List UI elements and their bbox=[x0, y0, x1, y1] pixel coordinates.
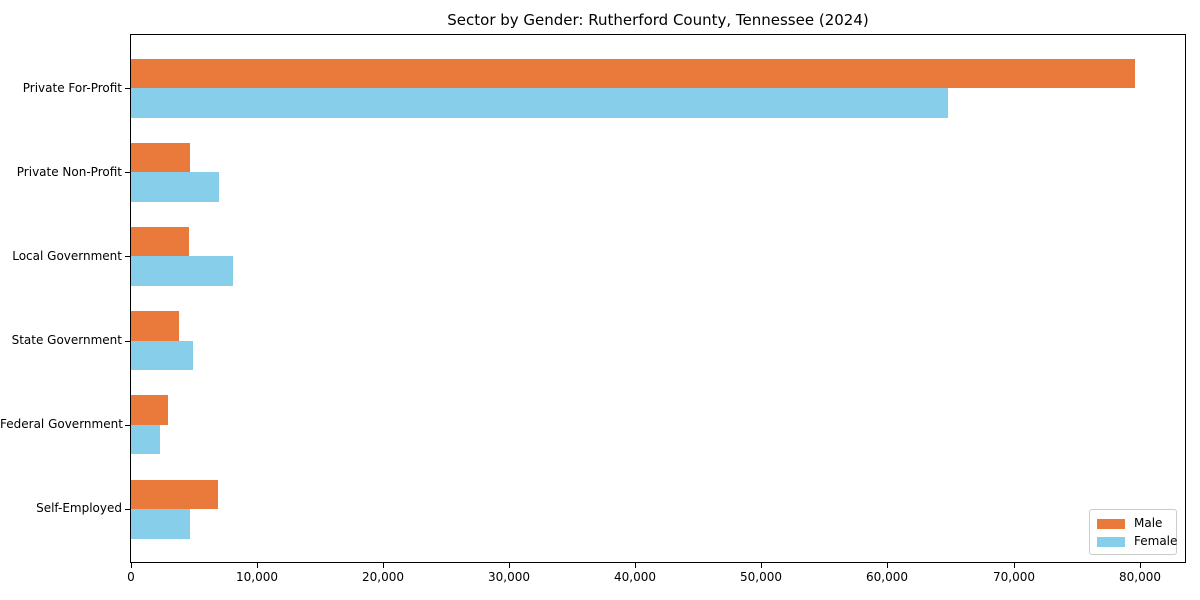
x-tick-mark bbox=[887, 563, 888, 568]
bar-male-5 bbox=[131, 479, 218, 509]
y-tick-mark bbox=[125, 88, 130, 89]
y-tick-label: Private For-Profit bbox=[22, 81, 122, 95]
bar-male-1 bbox=[131, 142, 191, 173]
x-tick-label: 40,000 bbox=[614, 570, 656, 584]
x-tick-mark bbox=[1140, 563, 1141, 568]
y-tick-label: State Government bbox=[11, 333, 122, 347]
x-tick-mark bbox=[761, 563, 762, 568]
x-tick-mark bbox=[635, 563, 636, 568]
x-tick-label: 60,000 bbox=[866, 570, 908, 584]
bar-male-2 bbox=[131, 226, 189, 257]
y-tick-label: Private Non-Profit bbox=[16, 165, 122, 179]
x-tick-label: 50,000 bbox=[740, 570, 782, 584]
legend-item-male: Male bbox=[1097, 517, 1176, 530]
bar-male-3 bbox=[131, 311, 179, 341]
bar-female-1 bbox=[131, 172, 220, 202]
x-tick-mark bbox=[509, 563, 510, 568]
y-tick-mark bbox=[125, 341, 130, 342]
x-tick-mark bbox=[257, 563, 258, 568]
x-tick-label: 10,000 bbox=[236, 570, 278, 584]
chart-title: Sector by Gender: Rutherford County, Ten… bbox=[447, 11, 869, 29]
y-tick-mark bbox=[125, 509, 130, 510]
x-tick-mark bbox=[1014, 563, 1015, 568]
legend-item-female: Female bbox=[1097, 534, 1178, 548]
legend: Male Female bbox=[1089, 509, 1177, 555]
bar-female-4 bbox=[131, 424, 160, 455]
x-tick-label: 70,000 bbox=[993, 570, 1035, 584]
y-tick-label: Federal Government bbox=[0, 417, 123, 431]
bar-female-2 bbox=[131, 256, 234, 286]
legend-swatch-female bbox=[1097, 536, 1125, 547]
x-tick-mark bbox=[131, 563, 132, 568]
plot-area: Male Female bbox=[130, 34, 1186, 563]
x-tick-mark bbox=[383, 563, 384, 568]
y-tick-mark bbox=[125, 425, 130, 426]
x-tick-label: 20,000 bbox=[362, 570, 404, 584]
bar-male-0 bbox=[131, 58, 1135, 89]
legend-swatch-male bbox=[1097, 518, 1125, 529]
x-tick-label: 0 bbox=[127, 570, 135, 584]
bar-female-5 bbox=[131, 509, 191, 539]
y-tick-label: Local Government bbox=[12, 249, 122, 263]
y-tick-mark bbox=[125, 256, 130, 257]
y-tick-mark bbox=[125, 172, 130, 173]
bar-male-4 bbox=[131, 395, 169, 425]
bar-female-0 bbox=[131, 88, 948, 118]
legend-label-male: Male bbox=[1134, 516, 1163, 530]
bar-female-3 bbox=[131, 340, 193, 371]
legend-label-female: Female bbox=[1134, 534, 1178, 548]
x-tick-label: 30,000 bbox=[488, 570, 530, 584]
y-tick-label: Self-Employed bbox=[36, 501, 122, 515]
x-tick-label: 80,000 bbox=[1119, 570, 1161, 584]
